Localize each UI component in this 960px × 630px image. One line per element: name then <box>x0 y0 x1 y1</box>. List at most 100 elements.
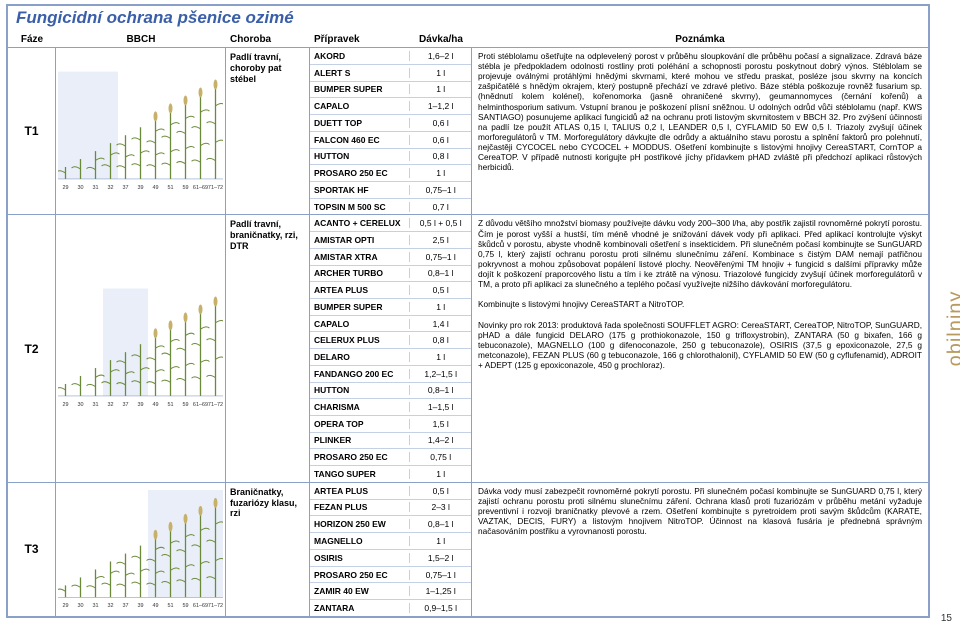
product-dose: 0,6 l <box>409 135 471 145</box>
products-cell: ARTEA PLUS0,5 lFEZAN PLUS2–3 lHORIZON 25… <box>310 483 472 616</box>
product-row: ALERT S1 l <box>310 65 471 82</box>
product-name: ZANTARA <box>310 603 409 613</box>
product-dose: 1 l <box>409 536 471 546</box>
svg-text:30: 30 <box>77 402 83 408</box>
svg-text:32: 32 <box>107 603 113 609</box>
note-text: Z důvodu většího množství biomasy použív… <box>472 215 928 481</box>
product-dose: 1,4–2 l <box>409 435 471 445</box>
svg-text:32: 32 <box>107 402 113 408</box>
product-dose: 0,5 l + 0,5 l <box>409 218 471 228</box>
bbch-cell: 29303132373949515961–6971–72 <box>56 48 226 214</box>
product-row: DELARO1 l <box>310 349 471 366</box>
product-name: AKORD <box>310 51 409 61</box>
product-name: AMISTAR OPTI <box>310 235 409 245</box>
svg-text:37: 37 <box>122 603 128 609</box>
product-name: ARTEA PLUS <box>310 285 409 295</box>
svg-text:71–72: 71–72 <box>208 603 223 609</box>
phase-label: T3 <box>8 483 56 616</box>
product-row: MAGNELLO1 l <box>310 533 471 550</box>
product-dose: 0,75–1 l <box>409 570 471 580</box>
product-name: DUETT TOP <box>310 118 409 128</box>
product-dose: 2,5 l <box>409 235 471 245</box>
product-name: BUMPER SUPER <box>310 302 409 312</box>
svg-text:29: 29 <box>62 402 68 408</box>
product-name: CELERUX PLUS <box>310 335 409 345</box>
svg-text:39: 39 <box>137 603 143 609</box>
svg-text:29: 29 <box>62 185 68 191</box>
product-dose: 0,75–1 l <box>409 185 471 195</box>
product-row: PLINKER1,4–2 l <box>310 433 471 450</box>
product-dose: 0,7 l <box>409 202 471 212</box>
product-row: ZANTARA0,9–1,5 l <box>310 600 471 616</box>
product-row: FALCON 460 EC0,6 l <box>310 132 471 149</box>
product-row: TOPSIN M 500 SC0,7 l <box>310 199 471 215</box>
product-name: HUTTON <box>310 385 409 395</box>
product-dose: 0,8 l <box>409 151 471 161</box>
table-row: T129303132373949515961–6971–72Padlí trav… <box>8 48 928 214</box>
products-cell: AKORD1,6–2 lALERT S1 lBUMPER SUPER1 lCAP… <box>310 48 472 214</box>
product-row: PROSARO 250 EC0,75 l <box>310 449 471 466</box>
product-row: CELERUX PLUS0,8 l <box>310 332 471 349</box>
svg-text:30: 30 <box>77 185 83 191</box>
product-row: CAPALO1,4 l <box>310 316 471 333</box>
product-dose: 0,8 l <box>409 335 471 345</box>
title-bar: Fungicidní ochrana pšenice ozimé <box>8 6 928 32</box>
product-row: ZAMIR 40 EW1–1,25 l <box>310 583 471 600</box>
product-name: MAGNELLO <box>310 536 409 546</box>
product-row: BUMPER SUPER1 l <box>310 299 471 316</box>
svg-text:39: 39 <box>137 185 143 191</box>
product-name: FEZAN PLUS <box>310 502 409 512</box>
svg-text:51: 51 <box>167 185 173 191</box>
product-row: FEZAN PLUS2–3 l <box>310 500 471 517</box>
product-dose: 1 l <box>409 302 471 312</box>
product-name: PROSARO 250 EC <box>310 452 409 462</box>
product-row: HUTTON0,8 l <box>310 149 471 166</box>
note-text: Proti stéblolamu ošetřujte na odplevelen… <box>472 48 928 214</box>
product-dose: 1 l <box>409 469 471 479</box>
side-label: obilniny <box>945 291 960 367</box>
product-name: ARCHER TURBO <box>310 268 409 278</box>
product-row: PROSARO 250 EC0,75–1 l <box>310 567 471 584</box>
svg-text:59: 59 <box>182 402 188 408</box>
table-row: T229303132373949515961–6971–72Padlí trav… <box>8 214 928 481</box>
product-row: HORIZON 250 EW0,8–1 l <box>310 516 471 533</box>
product-dose: 0,9–1,5 l <box>409 603 471 613</box>
product-dose: 1–1,5 l <box>409 402 471 412</box>
product-row: SPORTAK HF0,75–1 l <box>310 182 471 199</box>
product-row: CHARISMA1–1,5 l <box>310 399 471 416</box>
product-dose: 0,75 l <box>409 452 471 462</box>
product-dose: 1 l <box>409 84 471 94</box>
product-row: FANDANGO 200 EC1,2–1,5 l <box>310 366 471 383</box>
table-header: Fáze BBCH Choroba Přípravek Dávka/ha Poz… <box>8 32 928 48</box>
product-dose: 1,4 l <box>409 319 471 329</box>
disease-label: Padlí travní, braničnatky, rzi, DTR <box>226 215 310 481</box>
product-dose: 2–3 l <box>409 502 471 512</box>
product-dose: 0,6 l <box>409 118 471 128</box>
product-row: ARTEA PLUS0,5 l <box>310 282 471 299</box>
main-frame: Fungicidní ochrana pšenice ozimé Fáze BB… <box>6 4 930 618</box>
bbch-cell: 29303132373949515961–6971–72 <box>56 215 226 481</box>
svg-text:37: 37 <box>122 185 128 191</box>
product-dose: 0,8–1 l <box>409 385 471 395</box>
svg-text:51: 51 <box>167 402 173 408</box>
svg-text:59: 59 <box>182 185 188 191</box>
product-row: ARTEA PLUS0,5 l <box>310 483 471 500</box>
product-row: ARCHER TURBO0,8–1 l <box>310 266 471 283</box>
product-name: PROSARO 250 EC <box>310 168 409 178</box>
bbch-diagram: 29303132373949515961–6971–72 <box>58 485 223 614</box>
disease-label: Padlí travní, choroby pat stébel <box>226 48 310 214</box>
bbch-diagram: 29303132373949515961–6971–72 <box>58 217 223 479</box>
note-text: Dávka vody musí zabezpečit rovnoměrné po… <box>472 483 928 616</box>
svg-text:49: 49 <box>152 185 158 191</box>
svg-text:71–72: 71–72 <box>208 402 223 408</box>
product-name: CHARISMA <box>310 402 409 412</box>
hdr-bbch: BBCH <box>56 34 226 45</box>
svg-text:31: 31 <box>92 603 98 609</box>
bbch-diagram: 29303132373949515961–6971–72 <box>58 50 223 212</box>
product-name: BUMPER SUPER <box>310 84 409 94</box>
svg-text:39: 39 <box>137 402 143 408</box>
hdr-poznamka: Poznámka <box>472 34 928 45</box>
product-name: FALCON 460 EC <box>310 135 409 145</box>
product-dose: 1,2–1,5 l <box>409 369 471 379</box>
svg-text:71–72: 71–72 <box>208 185 223 191</box>
